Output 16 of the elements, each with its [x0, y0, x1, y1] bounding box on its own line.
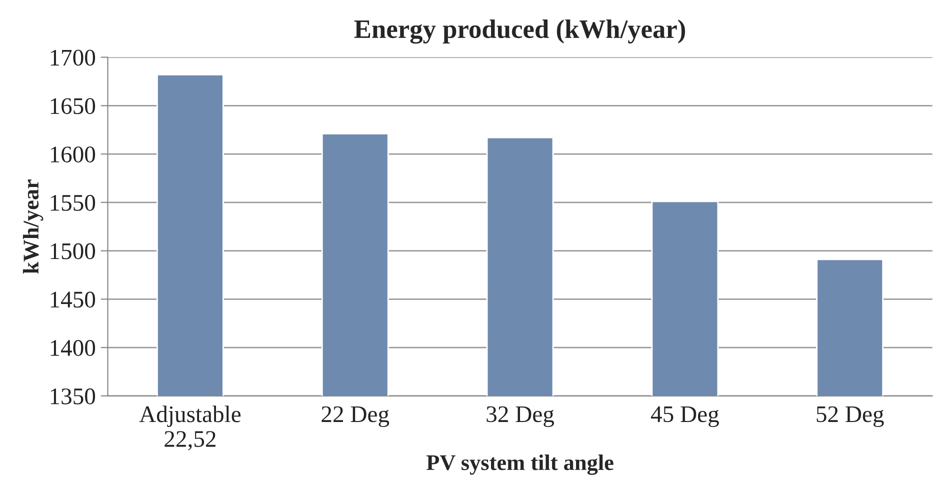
y-tick-label: 1600: [50, 146, 96, 162]
x-tick-label: 52 Deg: [816, 406, 884, 428]
y-tick-label: 1550: [50, 194, 96, 211]
x-tick-label: 45 Deg: [650, 406, 719, 428]
chart-title: Energy produced (kWh/year): [354, 20, 686, 44]
y-tick-label: 1400: [50, 340, 96, 356]
y-tick-label: 1700: [50, 50, 96, 66]
y-tick-label: 1450: [50, 292, 96, 308]
y-tick-label: 1650: [50, 98, 96, 114]
y-axis-title: kWh/year: [22, 180, 44, 274]
x-tick-label: Adjustable 22,52: [139, 406, 241, 450]
y-tick-label: 1500: [50, 243, 96, 260]
x-tick-label: 22 Deg: [322, 406, 390, 428]
x-tick-label: 32 Deg: [486, 406, 554, 428]
y-tick-label: 1350: [50, 388, 96, 404]
x-axis-title: PV system tilt angle: [426, 454, 614, 475]
